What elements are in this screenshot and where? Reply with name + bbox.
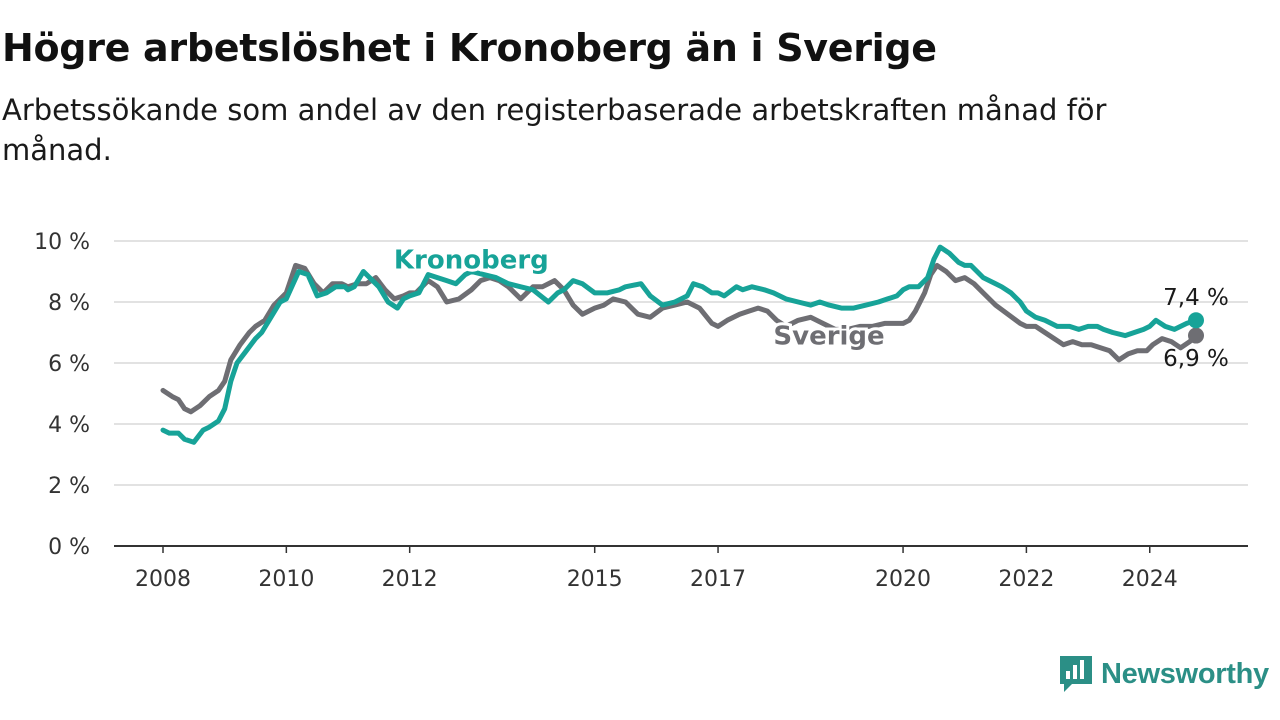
series-lines xyxy=(160,244,1204,445)
x-axis: 2008 2010 2012 2015 2017 2020 2022 2024 xyxy=(114,545,1248,592)
newsworthy-logo-icon xyxy=(1060,656,1092,692)
end-point-kronoberg xyxy=(1188,312,1204,329)
x-tick-label: 2008 xyxy=(135,567,191,592)
series-label-sverige: Sverige xyxy=(773,322,884,352)
series-label-kronoberg: Kronoberg xyxy=(394,245,549,275)
y-tick-label: 4 % xyxy=(48,413,90,438)
x-tick-label: 2024 xyxy=(1122,567,1178,592)
end-value-label-kronoberg: 7,4 % xyxy=(1163,285,1229,311)
end-point-sverige xyxy=(1188,327,1204,344)
x-tick-label: 2010 xyxy=(258,567,314,592)
y-tick-label: 6 % xyxy=(48,352,90,377)
chart-subtitle: Arbetssökande som andel av den registerb… xyxy=(2,93,1107,167)
brand-name: Newsworthy xyxy=(1101,657,1269,690)
series-line-kronoberg xyxy=(160,244,1199,445)
x-tick-label: 2012 xyxy=(382,567,438,592)
x-tick-label: 2015 xyxy=(567,567,623,592)
y-tick-label: 8 % xyxy=(48,291,90,316)
x-tick-label: 2017 xyxy=(690,567,746,592)
y-tick-label: 2 % xyxy=(48,474,90,499)
grid-lines xyxy=(114,240,1248,486)
series-labels: Kronoberg Sverige 7,4 % 6,9 % xyxy=(391,242,1229,372)
y-axis-ticks: 0 % 2 % 4 % 6 % 8 % 10 % xyxy=(34,230,90,560)
x-tick-label: 2020 xyxy=(875,567,931,592)
series-line-sverige xyxy=(160,262,1199,415)
chart-title: Högre arbetslöshet i Kronoberg än i Sver… xyxy=(2,26,937,70)
y-tick-label: 0 % xyxy=(48,535,90,560)
x-tick-label: 2022 xyxy=(998,567,1054,592)
y-tick-label: 10 % xyxy=(34,230,90,255)
newsworthy-logo[interactable]: Newsworthy xyxy=(1058,654,1269,694)
end-value-label-sverige: 6,9 % xyxy=(1163,346,1229,372)
